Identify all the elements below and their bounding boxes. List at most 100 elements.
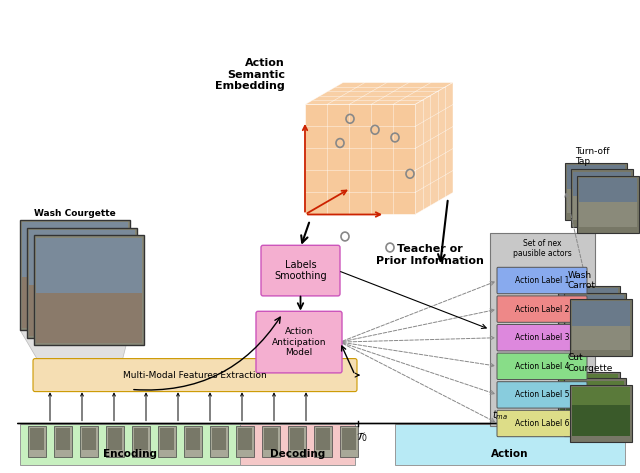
Bar [22, 222, 128, 277]
Bar [186, 428, 200, 450]
Bar [22, 277, 128, 328]
Bar [210, 426, 228, 456]
Bar [564, 293, 626, 350]
Text: Cut
Courgette: Cut Courgette [568, 353, 613, 373]
Bar [558, 286, 620, 343]
Text: Action
Anticipation
Model: Action Anticipation Model [272, 327, 326, 357]
FancyBboxPatch shape [497, 267, 587, 294]
Bar [132, 426, 150, 456]
Bar [240, 423, 355, 465]
FancyBboxPatch shape [497, 296, 587, 322]
Bar [560, 288, 618, 312]
Bar [82, 428, 96, 450]
Bar [212, 428, 226, 450]
Bar [572, 405, 630, 436]
FancyBboxPatch shape [256, 311, 342, 373]
Text: Turn-off
Tap: Turn-off Tap [575, 147, 609, 166]
Bar [264, 428, 278, 450]
Bar [579, 178, 637, 227]
Bar [572, 301, 630, 325]
Bar [560, 392, 618, 422]
Bar [316, 428, 330, 450]
Text: Action Label 2: Action Label 2 [515, 305, 569, 314]
Bar [30, 428, 44, 450]
Bar [560, 288, 618, 337]
Bar [29, 285, 135, 335]
Bar [28, 426, 46, 456]
Text: Wash
Carrot: Wash Carrot [568, 271, 596, 290]
Polygon shape [415, 82, 453, 214]
Bar [262, 426, 280, 456]
Bar [570, 299, 632, 356]
Text: $t_{ma}$: $t_{ma}$ [492, 408, 508, 421]
Bar [290, 428, 304, 450]
Bar [567, 165, 625, 213]
Text: Action Label 6: Action Label 6 [515, 419, 569, 428]
Bar [566, 295, 624, 319]
Bar [184, 426, 202, 456]
Bar [20, 220, 130, 330]
Polygon shape [20, 330, 130, 389]
Text: Encoding: Encoding [103, 449, 157, 459]
Bar [573, 172, 631, 220]
Bar [579, 178, 637, 202]
Bar [566, 381, 624, 429]
Text: Action Label 5: Action Label 5 [515, 390, 569, 399]
Bar [160, 428, 174, 450]
Bar [36, 237, 142, 293]
FancyBboxPatch shape [33, 359, 357, 392]
Text: Set of nex
pausible actors: Set of nex pausible actors [513, 239, 572, 258]
Bar [288, 426, 306, 456]
Bar [56, 428, 70, 450]
FancyBboxPatch shape [497, 353, 587, 379]
Bar [571, 169, 633, 227]
FancyBboxPatch shape [497, 324, 587, 351]
FancyArrowPatch shape [134, 317, 280, 390]
Bar [22, 222, 128, 328]
FancyBboxPatch shape [497, 410, 587, 437]
Bar [572, 301, 630, 350]
Bar [36, 237, 142, 343]
Bar [34, 236, 144, 345]
Bar [340, 426, 358, 456]
FancyBboxPatch shape [497, 382, 587, 408]
Bar [342, 428, 356, 450]
Text: $\mathcal{T}_0$: $\mathcal{T}_0$ [356, 430, 368, 444]
Bar [395, 423, 625, 465]
Bar [564, 378, 626, 436]
Bar [158, 426, 176, 456]
Bar [567, 165, 625, 189]
Bar [27, 228, 137, 338]
Bar [108, 428, 122, 450]
Text: Action: Action [492, 449, 529, 459]
Text: Labels
Smoothing: Labels Smoothing [274, 260, 327, 281]
Bar [314, 426, 332, 456]
Bar [80, 426, 98, 456]
Text: Wash Courgette: Wash Courgette [34, 209, 116, 218]
Bar [106, 426, 124, 456]
Text: Action Label 1: Action Label 1 [515, 276, 569, 285]
Bar [54, 426, 72, 456]
Text: Teacher or
Prior Information: Teacher or Prior Information [376, 245, 484, 266]
Polygon shape [305, 82, 453, 105]
Bar [565, 163, 627, 220]
Bar [566, 398, 624, 429]
Bar [36, 293, 142, 343]
Text: Multi-Modal Features Extraction: Multi-Modal Features Extraction [123, 371, 267, 380]
Bar [573, 172, 631, 196]
Bar [29, 230, 135, 285]
Bar [577, 176, 639, 233]
Bar [566, 295, 624, 343]
Bar [570, 385, 632, 442]
Text: Action
Semantic
Embedding: Action Semantic Embedding [215, 58, 285, 91]
FancyBboxPatch shape [261, 245, 340, 296]
Text: Action Label 3: Action Label 3 [515, 333, 569, 342]
Bar [134, 428, 148, 450]
Bar [29, 230, 135, 335]
Bar [20, 423, 240, 465]
Bar [236, 426, 254, 456]
Bar [558, 372, 620, 429]
Polygon shape [305, 105, 415, 214]
Bar [490, 233, 595, 426]
Text: Action Label 4: Action Label 4 [515, 362, 569, 371]
